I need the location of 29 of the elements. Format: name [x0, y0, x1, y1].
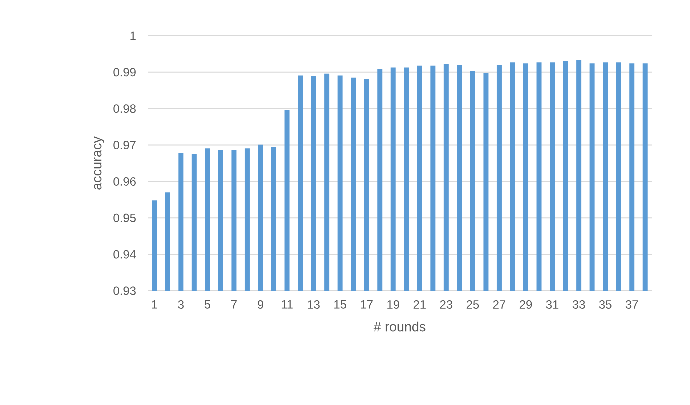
x-tick-label: 17 [361, 300, 373, 309]
x-tick-label: 19 [388, 300, 400, 309]
y-tick-label: 0.97 [114, 141, 136, 150]
x-tick-label: 31 [546, 300, 559, 309]
x-tick-label: 33 [572, 300, 586, 309]
x-tick-label: 25 [466, 300, 480, 309]
x-tick-label: 27 [493, 300, 506, 309]
x-tick-label: 1 [152, 300, 158, 309]
y-tick-label: 0.98 [114, 104, 136, 114]
y-tick-label: 0.99 [114, 68, 136, 77]
x-tick-label: 11 [282, 300, 293, 309]
x-tick-label: 21 [414, 300, 426, 309]
x-tick-label: 23 [440, 300, 453, 309]
x-tick-label: 7 [231, 300, 237, 309]
x-tick-label: 15 [334, 300, 346, 309]
y-tick-label: 1 [130, 32, 136, 40]
y-tick-label: 0.95 [114, 214, 136, 222]
x-tick-label: 5 [204, 300, 210, 309]
x-tick-label: 13 [308, 300, 320, 309]
x-tick-label: 9 [258, 300, 264, 309]
y-axis-title: accuracy [94, 136, 104, 190]
y-tick-label: 0.96 [114, 177, 136, 186]
x-axis-title: # rounds [374, 322, 426, 332]
x-tick-label: 37 [626, 300, 638, 309]
x-tick-label: 35 [599, 300, 612, 309]
x-tick-label: 29 [520, 300, 532, 309]
y-tick-label: 0.93 [114, 286, 136, 296]
y-tick-label: 0.94 [114, 250, 136, 259]
x-tick-label: 3 [178, 300, 184, 309]
